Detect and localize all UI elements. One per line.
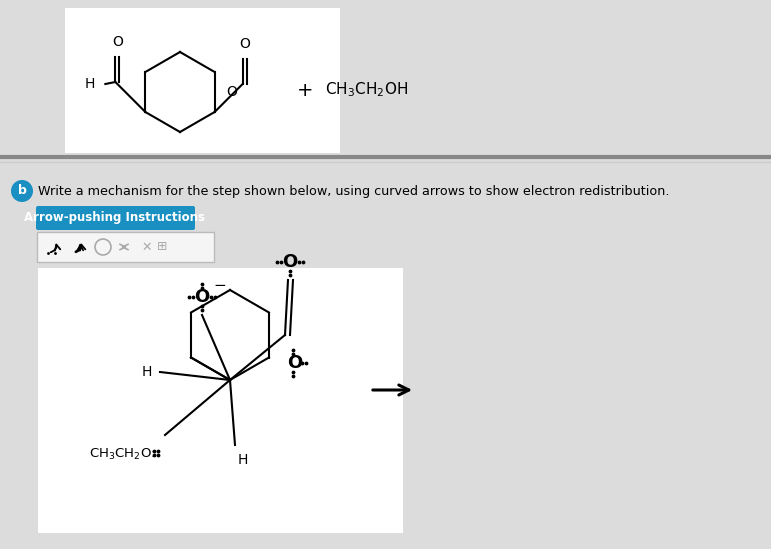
Text: O: O xyxy=(287,354,302,372)
Text: b: b xyxy=(18,184,26,198)
Text: CH$_3$CH$_2$O:: CH$_3$CH$_2$O: xyxy=(89,447,155,462)
Text: O: O xyxy=(227,85,237,99)
Text: Arrow-pushing Instructions: Arrow-pushing Instructions xyxy=(25,211,206,225)
Text: O: O xyxy=(194,288,210,306)
Circle shape xyxy=(11,180,33,202)
Text: ✕: ✕ xyxy=(142,240,152,254)
FancyBboxPatch shape xyxy=(36,206,195,230)
Text: ⊞: ⊞ xyxy=(157,240,167,254)
Text: CH$_3$CH$_2$OH: CH$_3$CH$_2$OH xyxy=(325,81,408,99)
FancyBboxPatch shape xyxy=(37,232,214,262)
Text: H: H xyxy=(238,453,248,467)
Text: −: − xyxy=(214,277,227,293)
Text: O: O xyxy=(282,253,298,271)
Text: H: H xyxy=(85,77,96,91)
Text: +: + xyxy=(297,81,313,99)
Text: O: O xyxy=(112,35,123,49)
Bar xyxy=(38,268,403,533)
Text: O: O xyxy=(239,37,250,51)
Text: H: H xyxy=(142,365,152,379)
Text: Write a mechanism for the step shown below, using curved arrows to show electron: Write a mechanism for the step shown bel… xyxy=(38,184,669,198)
Bar xyxy=(65,8,340,153)
